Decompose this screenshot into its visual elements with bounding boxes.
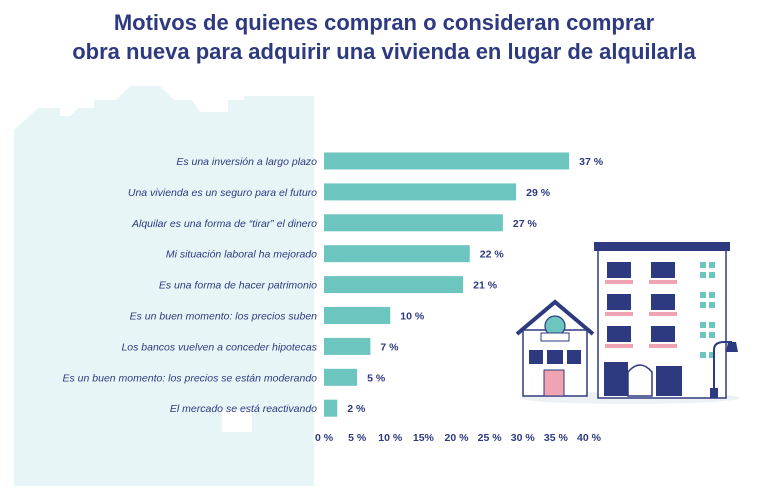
bar bbox=[324, 337, 371, 355]
bars bbox=[324, 152, 570, 417]
category-label: Es una forma de hacer patrimonio bbox=[159, 280, 317, 292]
x-tick-label: 40 % bbox=[577, 432, 602, 444]
skyline-silhouette bbox=[14, 86, 314, 486]
value-label: 29 % bbox=[526, 187, 551, 199]
bar bbox=[324, 214, 503, 232]
bar bbox=[324, 307, 391, 324]
value-label: 10 % bbox=[400, 311, 425, 323]
category-label: Alquilar es una forma de “tirar” el dine… bbox=[131, 218, 317, 230]
value-label: 2 % bbox=[347, 403, 366, 415]
category-label: El mercado se está reactivando bbox=[170, 403, 317, 415]
value-labels: 37 % 29 % 27 % 22 % 21 % 10 % 7 % 5 % 2 % bbox=[347, 156, 603, 415]
skyline-window bbox=[222, 410, 252, 432]
category-labels: Es una inversión a largo plazo Una vivien… bbox=[63, 156, 318, 415]
x-tick-label: 20 % bbox=[445, 432, 470, 444]
category-label: Una vivienda es un seguro para el futuro bbox=[128, 187, 317, 199]
x-tick-label: 0 % bbox=[315, 432, 334, 444]
bar bbox=[324, 399, 338, 417]
value-label: 27 % bbox=[513, 218, 538, 230]
title-line-2: obra nueva para adquirir una vivienda en… bbox=[72, 39, 696, 64]
x-axis-tick-labels: 0 % 5 % 10 % 15% 20 % 25 % 30 % 35 % 40 % bbox=[315, 432, 602, 444]
category-label: Los bancos vuelven a conceder hipotecas bbox=[121, 341, 317, 353]
value-label: 22 % bbox=[480, 249, 505, 261]
value-label: 37 % bbox=[579, 156, 604, 168]
category-label: Es un buen momento: los precios suben bbox=[130, 311, 318, 323]
bar bbox=[324, 245, 470, 263]
x-tick-label: 15% bbox=[413, 432, 435, 444]
category-label: Mi situación laboral ha mejorado bbox=[166, 249, 317, 261]
house-icon bbox=[515, 299, 595, 397]
x-tick-label: 30 % bbox=[511, 432, 536, 444]
bar bbox=[324, 183, 517, 201]
x-tick-label: 5 % bbox=[348, 432, 367, 444]
value-label: 7 % bbox=[380, 341, 399, 353]
bar bbox=[324, 368, 358, 386]
value-label: 5 % bbox=[367, 372, 386, 384]
x-tick-label: 25 % bbox=[478, 432, 503, 444]
x-tick-label: 10 % bbox=[378, 432, 403, 444]
bar bbox=[324, 276, 464, 294]
apartment-building-icon bbox=[594, 242, 730, 399]
value-label: 21 % bbox=[473, 280, 498, 292]
bar bbox=[324, 152, 570, 170]
category-label: Es un buen momento: los precios se están… bbox=[63, 372, 318, 384]
street-lamp-icon bbox=[710, 341, 738, 398]
chart-title: Motivos de quienes compran o consideran … bbox=[0, 8, 768, 66]
category-label: Es una inversión a largo plazo bbox=[176, 156, 317, 168]
title-line-1: Motivos de quienes compran o consideran … bbox=[113, 10, 655, 35]
x-tick-label: 35 % bbox=[544, 432, 569, 444]
